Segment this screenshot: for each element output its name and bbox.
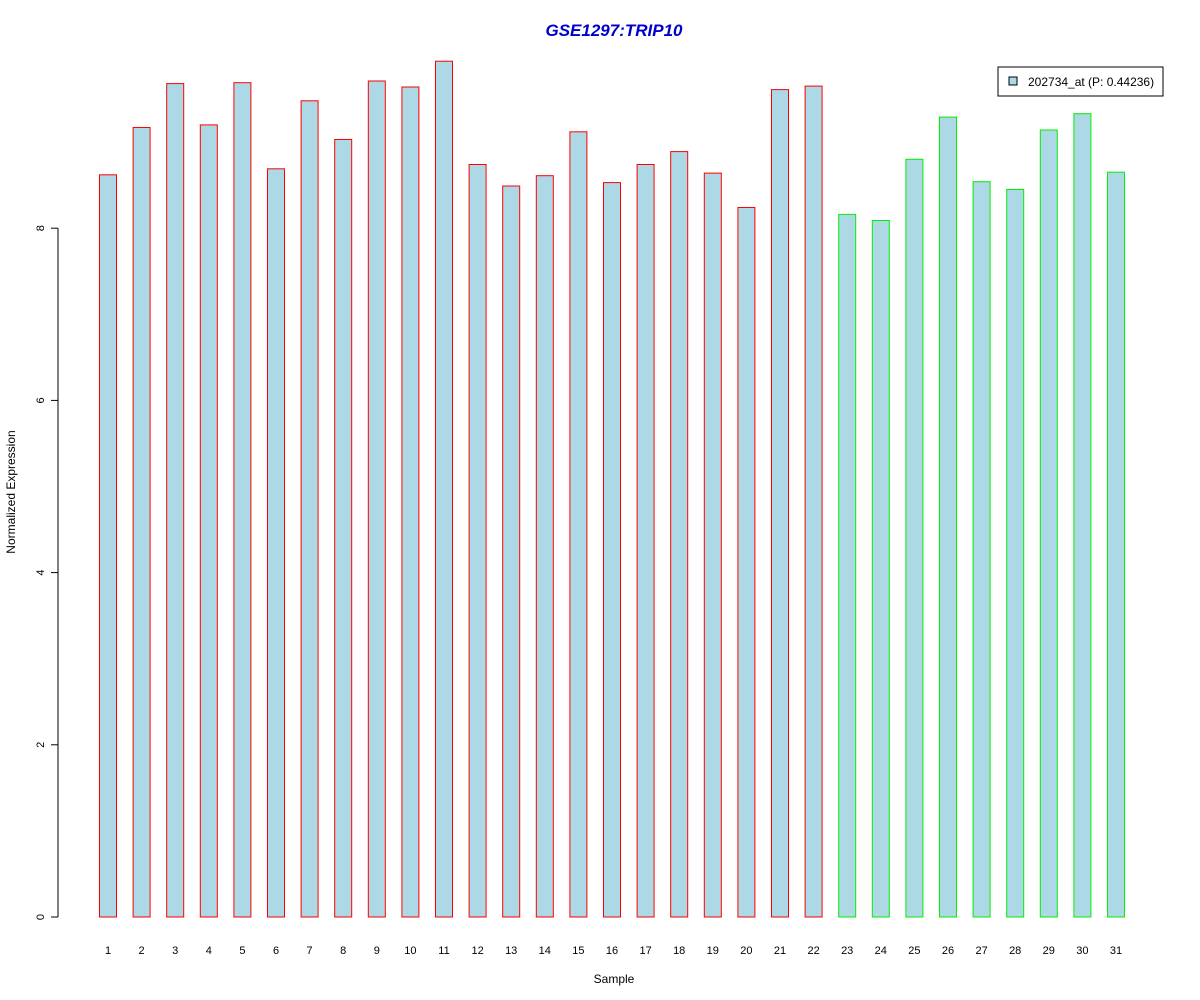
y-tick-label: 2	[35, 742, 47, 748]
bar-sample-27	[972, 181, 991, 918]
x-tick-label: 12	[471, 945, 483, 957]
bar-sample-13	[502, 185, 521, 918]
bar-sample-25	[905, 158, 924, 918]
legend-label: 202734_at (P: 0.44236)	[1028, 75, 1154, 89]
legend-box	[997, 66, 1164, 97]
bar-sample-10	[401, 86, 420, 918]
bars-group	[99, 60, 1125, 918]
bar-sample-7	[300, 100, 319, 918]
bar-sample-4	[199, 124, 218, 918]
x-tick-label: 23	[841, 945, 853, 957]
bar-sample-14	[535, 175, 554, 918]
x-tick-label: 7	[307, 945, 313, 957]
bar-sample-18	[670, 151, 689, 918]
x-tick-label: 24	[875, 945, 887, 957]
y-tick-label: 4	[35, 570, 47, 576]
x-tick-label: 14	[539, 945, 551, 957]
bar-sample-16	[603, 182, 621, 918]
x-tick-label: 3	[172, 945, 178, 957]
y-tick-label: 6	[35, 397, 47, 403]
x-tick-label: 17	[639, 945, 651, 957]
x-tick-label: 2	[139, 945, 145, 957]
bar-sample-9	[367, 80, 386, 918]
x-tick-label: 15	[572, 945, 584, 957]
x-tick-label: 13	[505, 945, 517, 957]
bar-sample-23	[838, 213, 857, 918]
y-axis-label: Normalized Expression	[4, 430, 18, 553]
x-tick-label: 28	[1009, 945, 1021, 957]
x-tick-label: 10	[404, 945, 416, 957]
x-tick-label: 8	[340, 945, 346, 957]
bar-sample-28	[1006, 189, 1025, 918]
chart-title: GSE1297:TRIP10	[545, 21, 683, 40]
x-tick-label: 5	[239, 945, 245, 957]
x-tick-label: 4	[206, 945, 212, 957]
x-tick-label: 31	[1110, 945, 1122, 957]
x-tick-label: 11	[438, 945, 449, 957]
bar-sample-11	[435, 60, 453, 918]
x-tick-label: 6	[273, 945, 279, 957]
y-axis: 0 2 4 6 8	[35, 225, 59, 920]
x-tick-label: 20	[740, 945, 752, 957]
x-tick-label: 25	[908, 945, 920, 957]
y-tick-label: 8	[35, 225, 47, 231]
x-tick-label: 29	[1043, 945, 1055, 957]
bar-sample-22	[804, 85, 823, 918]
y-tick-label: 0	[35, 914, 47, 920]
bar-sample-15	[569, 131, 588, 918]
x-tick-label: 19	[707, 945, 719, 957]
x-axis-label: Sample	[594, 972, 635, 986]
bar-sample-6	[267, 168, 285, 918]
bar-sample-29	[1039, 129, 1058, 918]
x-tick-label: 30	[1076, 945, 1088, 957]
x-tick-label: 1	[105, 945, 111, 957]
bar-sample-20	[737, 207, 756, 918]
x-tick-label: 26	[942, 945, 954, 957]
bar-sample-30	[1073, 113, 1092, 918]
legend: 202734_at (P: 0.44236)	[997, 66, 1164, 97]
bar-sample-1	[99, 174, 117, 918]
x-tick-label: 9	[374, 945, 380, 957]
bar-sample-26	[939, 116, 957, 918]
bar-sample-12	[468, 164, 487, 918]
bar-sample-19	[703, 172, 722, 918]
x-tick-label: 18	[673, 945, 685, 957]
bar-sample-3	[166, 83, 185, 918]
x-tick-labels: 1 2 3 4 5 6 7 8 9 10 11 12 13 14 15 16 17 18 19 20 21 22 23 24 2…	[105, 945, 1122, 957]
x-tick-label: 16	[606, 945, 618, 957]
bar-sample-5	[233, 82, 252, 918]
bar-sample-17	[636, 164, 655, 918]
bar-sample-2	[132, 127, 151, 918]
x-tick-label: 22	[807, 945, 819, 957]
bar-sample-24	[871, 220, 890, 918]
bar-sample-31	[1107, 171, 1125, 918]
x-tick-label: 27	[975, 945, 987, 957]
bar-sample-8	[334, 139, 353, 918]
bar-sample-21	[771, 89, 789, 918]
x-tick-label: 21	[774, 945, 786, 957]
legend-swatch	[1008, 76, 1018, 86]
